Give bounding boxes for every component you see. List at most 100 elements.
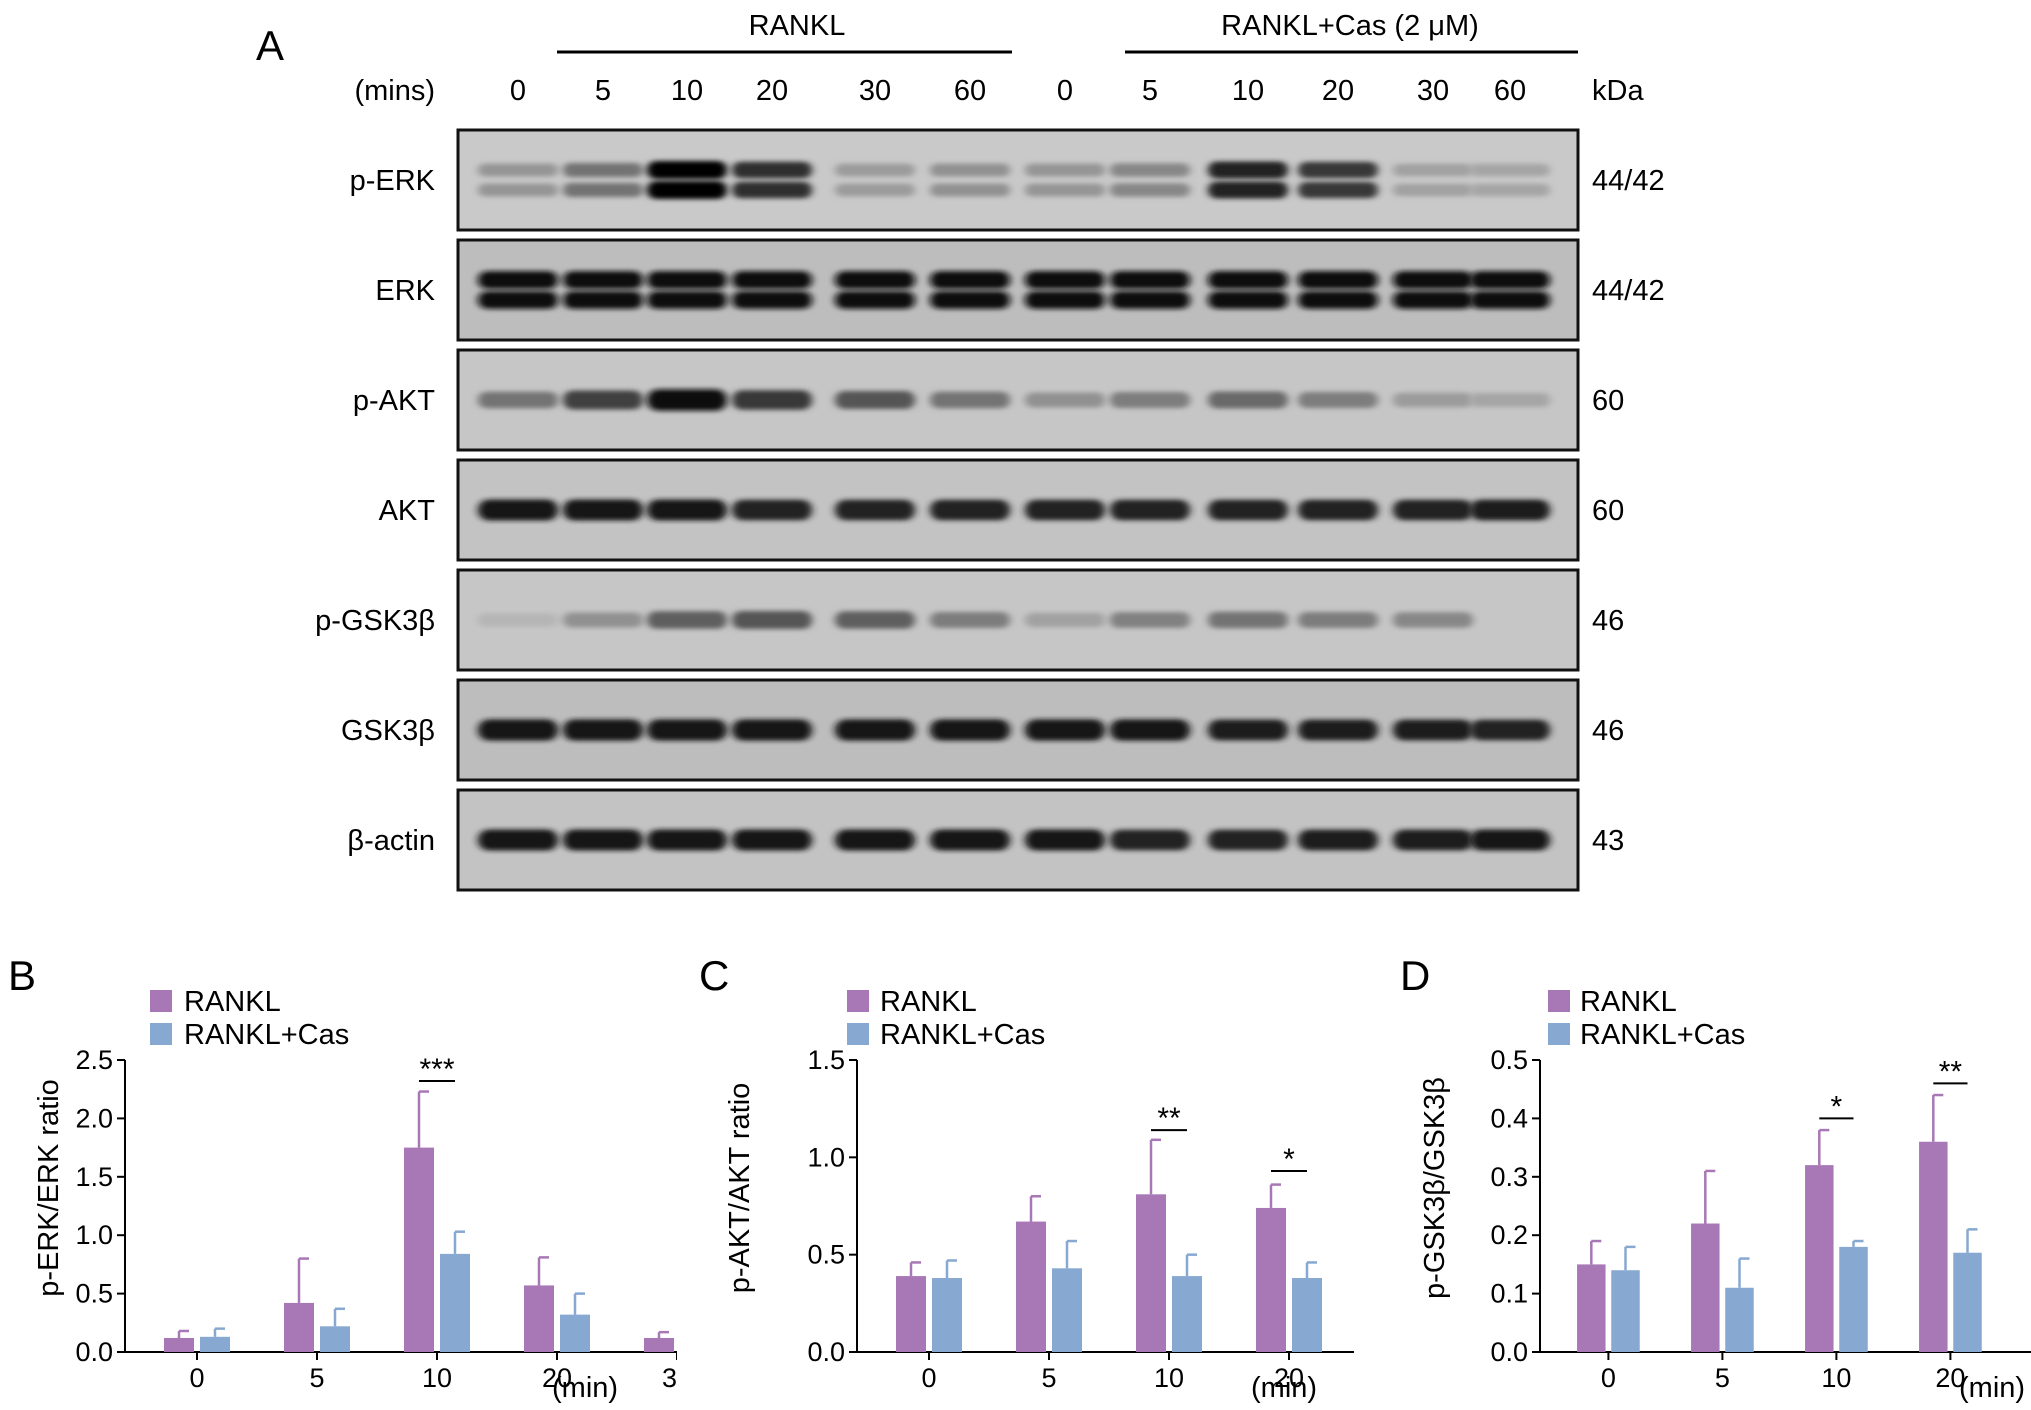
- bar: [644, 1337, 674, 1352]
- blot-band: [930, 291, 1010, 309]
- blot-band: [1110, 719, 1190, 741]
- x-tick-label: 20: [1274, 1363, 1304, 1393]
- blot-label: AKT: [379, 495, 436, 527]
- blot-band: [563, 291, 643, 309]
- plot-area: 0.00.51.01.50510203060***: [807, 1045, 1354, 1393]
- blot-band: [1298, 829, 1378, 851]
- lane-time-label: 5: [595, 75, 611, 107]
- legend-label-rankl-cas: RANKL+Cas: [1580, 1019, 1745, 1051]
- blot-band: [563, 390, 643, 410]
- lane-time-label: 10: [671, 75, 703, 107]
- blot-band: [1393, 271, 1473, 289]
- blot-label: p-ERK: [350, 165, 436, 197]
- blot-band: [1025, 163, 1105, 177]
- legend-label-rankl: RANKL: [1580, 986, 1677, 1018]
- x-tick-label: 5: [1041, 1363, 1056, 1393]
- plot-area: 0.00.10.20.30.40.50510203060****: [1490, 1045, 2031, 1393]
- x-tick-label: 20: [1935, 1363, 1965, 1393]
- x-tick-label: 5: [309, 1363, 324, 1393]
- lane-time-label: 30: [859, 75, 891, 107]
- legend-label-rankl: RANKL: [880, 986, 977, 1018]
- significance-label: **: [1157, 1102, 1181, 1135]
- y-tick-label: 0.4: [1490, 1103, 1528, 1133]
- x-tick-label: 10: [422, 1363, 452, 1393]
- y-tick-label: 0.0: [75, 1337, 113, 1367]
- legend-swatch-rankl-cas: [150, 1023, 172, 1045]
- blot-band: [1393, 719, 1473, 741]
- blot-band: [930, 499, 1010, 521]
- blot-band: [1110, 499, 1190, 521]
- blot-label: GSK3β: [341, 715, 435, 747]
- x-axis-unit: (min): [552, 1372, 618, 1404]
- x-tick-label: 10: [1821, 1363, 1851, 1393]
- y-tick-label: 1.0: [807, 1142, 845, 1172]
- blot-band: [1298, 612, 1378, 628]
- lane-time-label: 20: [756, 75, 788, 107]
- blot-band: [647, 499, 727, 521]
- blot-band: [1025, 612, 1105, 628]
- bar: [1691, 1223, 1720, 1352]
- bar: [560, 1314, 590, 1352]
- blot-band: [563, 829, 643, 851]
- blot-row: ERK 44/42: [375, 238, 1665, 342]
- blot-label: β-actin: [347, 825, 435, 857]
- x-axis-unit: (min): [1959, 1372, 2025, 1404]
- bar: [1016, 1221, 1046, 1352]
- blot-band: [1208, 181, 1288, 199]
- bar: [1136, 1194, 1166, 1352]
- x-tick-label: 10: [1154, 1363, 1184, 1393]
- blot-band: [930, 163, 1010, 177]
- blot-band: [478, 183, 558, 197]
- blot-band: [478, 719, 558, 741]
- y-tick-label: 0.0: [807, 1337, 845, 1367]
- blot-band: [732, 611, 812, 629]
- bar: [1052, 1268, 1082, 1352]
- lane-time-label: 0: [1057, 75, 1073, 107]
- blot-band: [732, 161, 812, 179]
- y-axis-label: p-AKT/AKT ratio: [724, 1083, 756, 1294]
- kda-header: kDa: [1592, 75, 1644, 107]
- blot-membrane: [456, 348, 1580, 452]
- blot-band: [835, 611, 915, 629]
- blot-band: [835, 499, 915, 521]
- blot-band: [478, 499, 558, 521]
- legend-label-rankl-cas: RANKL+Cas: [880, 1019, 1045, 1051]
- bar: [1725, 1287, 1754, 1352]
- bar: [1256, 1207, 1286, 1352]
- x-tick-label: 5: [1715, 1363, 1730, 1393]
- blot-band: [1208, 499, 1288, 521]
- bar: [1919, 1141, 1948, 1352]
- legend-swatch-rankl-cas: [1548, 1023, 1570, 1045]
- blot-band: [647, 389, 727, 411]
- lane-time-label: 60: [1494, 75, 1526, 107]
- blot-band: [1470, 499, 1550, 521]
- blot-band: [478, 829, 558, 851]
- group-label-rankl: RANKL: [749, 10, 846, 42]
- x-tick-label: 30: [662, 1363, 677, 1393]
- significance-label: *: [1283, 1143, 1295, 1176]
- blot-band: [1298, 719, 1378, 741]
- blot-band: [732, 719, 812, 741]
- blot-band: [1208, 391, 1288, 409]
- blot-band: [1470, 393, 1550, 407]
- y-tick-label: 1.5: [75, 1162, 113, 1192]
- blot-band: [835, 829, 915, 851]
- blot-band: [930, 271, 1010, 289]
- bar: [320, 1326, 350, 1352]
- blot-band: [1470, 271, 1550, 289]
- blot-band: [732, 271, 812, 289]
- bar: [164, 1337, 194, 1352]
- blot-band: [732, 390, 812, 410]
- blot-band: [1025, 719, 1105, 741]
- blot-band: [1208, 271, 1288, 289]
- x-tick-label: 0: [921, 1363, 936, 1393]
- blot-band: [563, 719, 643, 741]
- blot-band: [647, 181, 727, 199]
- blot-membrane: [456, 238, 1580, 342]
- blot-band: [1298, 181, 1378, 199]
- blot-band: [563, 612, 643, 628]
- blot-band: [1025, 183, 1105, 197]
- blot-band: [478, 613, 558, 627]
- y-tick-label: 1.0: [75, 1220, 113, 1250]
